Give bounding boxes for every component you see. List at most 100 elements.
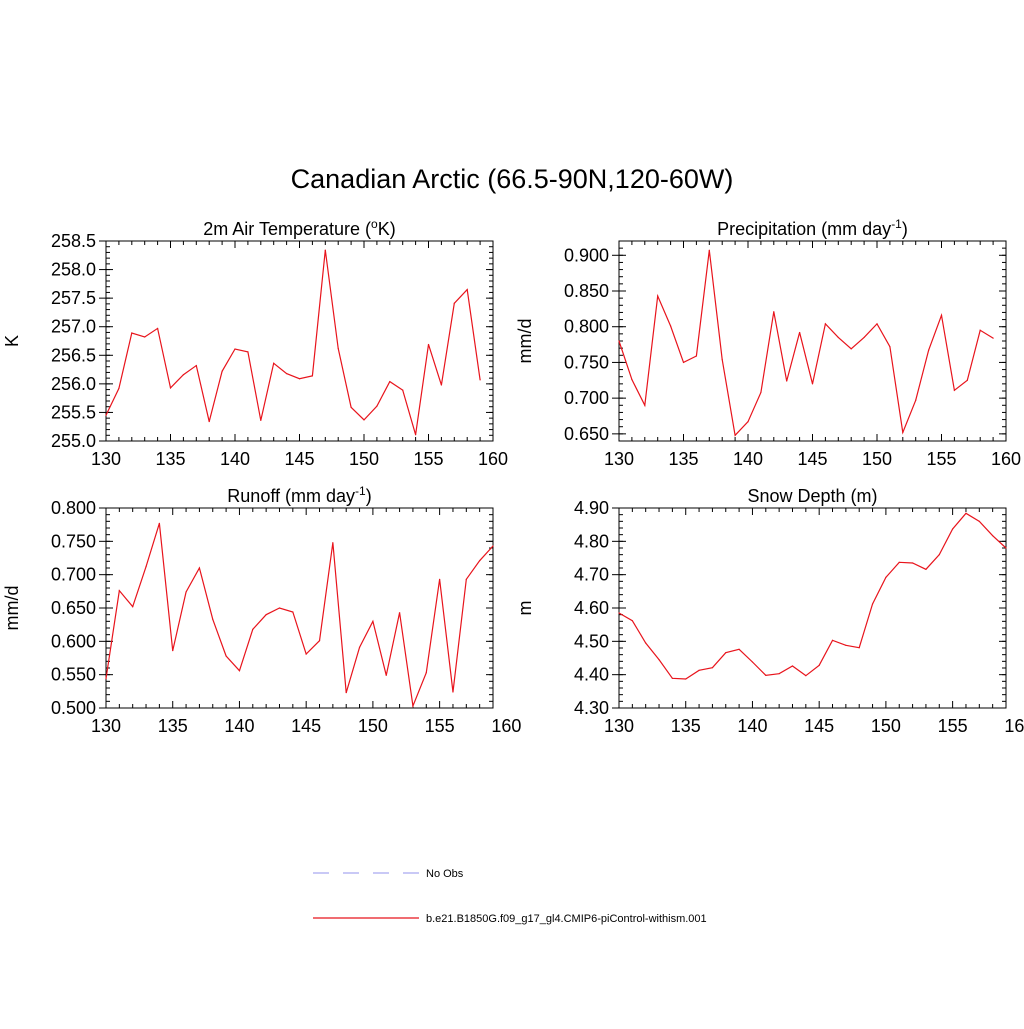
data-point bbox=[225, 655, 227, 657]
data-point bbox=[198, 567, 201, 569]
y-tick-label: 4.40 bbox=[574, 665, 609, 685]
y-tick-label: 0.800 bbox=[51, 498, 96, 518]
y-tick-label: 0.750 bbox=[564, 352, 609, 372]
chart-title-suffix: K) bbox=[378, 219, 396, 239]
chart-title-superscript: o bbox=[371, 217, 378, 231]
data-point bbox=[452, 691, 454, 693]
data-point bbox=[172, 650, 174, 652]
x-tick-label: 130 bbox=[91, 449, 121, 469]
data-point bbox=[695, 355, 698, 357]
data-point bbox=[824, 323, 827, 325]
y-tick-label: 0.750 bbox=[51, 531, 96, 551]
plot-frame bbox=[618, 240, 1007, 442]
data-point bbox=[734, 434, 736, 436]
data-point bbox=[831, 639, 834, 641]
chart-title-suffix: ) bbox=[902, 219, 908, 239]
data-point bbox=[425, 672, 427, 674]
chart-title-text: Precipitation (mm day bbox=[717, 219, 891, 239]
data-point bbox=[363, 419, 365, 421]
data-point bbox=[876, 323, 878, 325]
data-point bbox=[1005, 547, 1007, 549]
figure-title: Canadian Arctic (66.5-90N,120-60W) bbox=[290, 164, 734, 194]
y-tick-label: 257.5 bbox=[51, 288, 96, 308]
chart-panel-4: Snow Depth (m) m 130 135 140 145 150 155 160 4.30… bbox=[515, 486, 1024, 736]
data-point bbox=[145, 566, 147, 568]
data-point bbox=[747, 421, 749, 423]
x-tick-label: 155 bbox=[938, 716, 968, 736]
x-tick-label: 150 bbox=[358, 716, 388, 736]
data-point bbox=[765, 674, 767, 676]
chart-title-text: Snow Depth (m) bbox=[747, 486, 877, 506]
data-point bbox=[845, 644, 847, 646]
y-tick-label: 0.700 bbox=[51, 565, 96, 585]
data-point bbox=[278, 607, 281, 609]
y-tick-label: 0.700 bbox=[564, 388, 609, 408]
x-tick-label: 145 bbox=[797, 449, 827, 469]
data-point bbox=[657, 295, 659, 297]
data-point bbox=[671, 677, 673, 679]
data-point bbox=[778, 673, 780, 675]
x-tick-label: 155 bbox=[425, 716, 455, 736]
data-point bbox=[805, 675, 807, 677]
data-point bbox=[398, 612, 401, 614]
series-line bbox=[105, 523, 494, 709]
y-tick-label: 4.30 bbox=[574, 698, 609, 718]
chart-title-text: 2m Air Temperature ( bbox=[203, 219, 371, 239]
data-point bbox=[412, 705, 414, 707]
data-point bbox=[925, 568, 927, 570]
data-point bbox=[247, 351, 249, 353]
data-point bbox=[978, 520, 980, 522]
y-tick-label: 255.0 bbox=[51, 431, 96, 451]
data-point bbox=[118, 590, 120, 592]
y-tick-label: 4.60 bbox=[574, 598, 609, 618]
plot-frame bbox=[105, 240, 494, 442]
y-tick-label: 255.5 bbox=[51, 402, 96, 422]
x-tick-label: 160 bbox=[991, 449, 1021, 469]
data-point bbox=[453, 302, 455, 304]
data-point bbox=[952, 528, 954, 530]
x-tick-label: 160 bbox=[1004, 716, 1024, 736]
legend-label-2: b.e21.B1850G.f09_g17_gl4.CMIP6-piControl… bbox=[426, 913, 707, 925]
data-point bbox=[682, 361, 685, 364]
data-point bbox=[292, 611, 294, 613]
data-point bbox=[479, 379, 481, 381]
data-point bbox=[105, 678, 107, 680]
data-point bbox=[324, 249, 326, 251]
data-point bbox=[169, 387, 172, 389]
data-point bbox=[492, 545, 494, 547]
x-tick-label: 160 bbox=[491, 716, 521, 736]
data-point bbox=[902, 431, 904, 434]
data-point bbox=[345, 692, 347, 694]
data-point bbox=[837, 336, 839, 339]
data-point bbox=[385, 674, 387, 676]
x-tick-label: 135 bbox=[668, 449, 698, 469]
data-point bbox=[786, 380, 788, 382]
data-point bbox=[871, 603, 874, 605]
data-point bbox=[260, 419, 262, 422]
data-point bbox=[965, 512, 967, 514]
data-point bbox=[911, 562, 914, 564]
data-point bbox=[685, 678, 687, 680]
x-tick-label: 140 bbox=[224, 716, 254, 736]
data-point bbox=[479, 560, 481, 562]
chart-title: 2m Air Temperature (oK) bbox=[203, 217, 395, 239]
data-point bbox=[670, 325, 672, 327]
y-tick-label: 0.500 bbox=[51, 698, 96, 718]
data-point bbox=[658, 659, 660, 661]
data-point bbox=[928, 349, 930, 351]
data-point bbox=[350, 406, 352, 408]
chart-panel-2: Precipitation (mm day-1) mm/d 130 135 140 145… bbox=[515, 217, 1021, 469]
y-tick-label: 4.80 bbox=[574, 531, 609, 551]
data-point bbox=[298, 378, 301, 380]
data-point bbox=[402, 389, 404, 391]
data-point bbox=[818, 664, 820, 666]
data-point bbox=[105, 414, 107, 416]
data-point bbox=[889, 346, 891, 348]
series-line bbox=[618, 250, 994, 437]
data-point bbox=[273, 362, 275, 364]
data-point bbox=[195, 364, 197, 367]
y-tick-label: 0.650 bbox=[51, 598, 96, 618]
y-tick-label: 0.550 bbox=[51, 665, 96, 685]
